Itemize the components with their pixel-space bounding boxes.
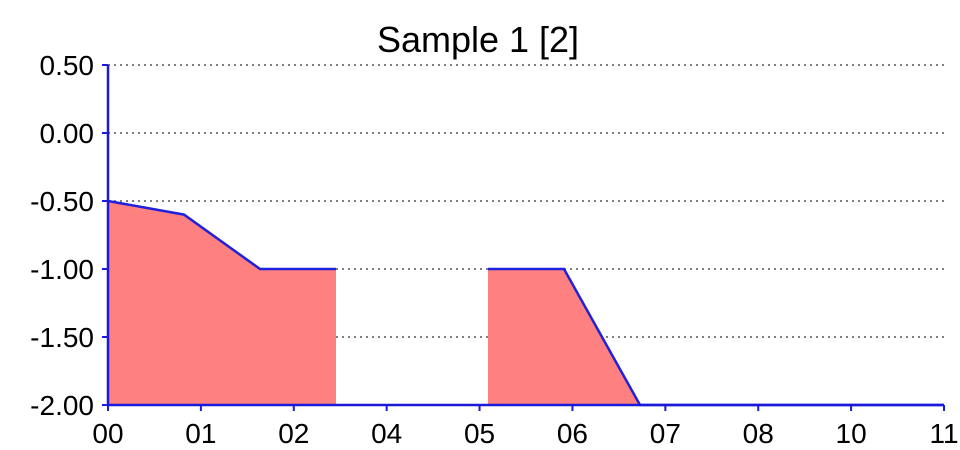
x-tick-label: 00	[92, 418, 123, 449]
area-fills	[108, 201, 944, 405]
x-tick-label: 02	[278, 418, 309, 449]
x-tick-label: 06	[557, 418, 588, 449]
area-fill	[108, 201, 336, 405]
y-tick-label: -0.50	[30, 186, 94, 217]
series-line	[107, 199, 336, 271]
y-tick-label: -1.50	[30, 322, 94, 353]
x-tick-label: 04	[371, 418, 402, 449]
x-tick-label: 08	[743, 418, 774, 449]
x-axis-ticks: 00 01 02 04 05 06 07 08 10 11	[92, 405, 959, 449]
axes	[106, 65, 944, 407]
y-tick-label: -2.00	[30, 390, 94, 421]
x-tick-label: 01	[185, 418, 216, 449]
y-tick-label: -1.00	[30, 254, 94, 285]
x-tick-label: 10	[836, 418, 867, 449]
chart-title: Sample 1 [2]	[377, 19, 579, 60]
y-tick-label: 0.50	[40, 50, 95, 81]
x-tick-label: 07	[650, 418, 681, 449]
area-fill	[488, 269, 944, 405]
x-tick-label: 11	[929, 418, 958, 449]
x-tick-label: 05	[464, 418, 495, 449]
y-axis-ticks: 0.50 0.00 -0.50 -1.00 -1.50 -2.00	[30, 50, 108, 421]
y-tick-label: 0.00	[40, 118, 95, 149]
